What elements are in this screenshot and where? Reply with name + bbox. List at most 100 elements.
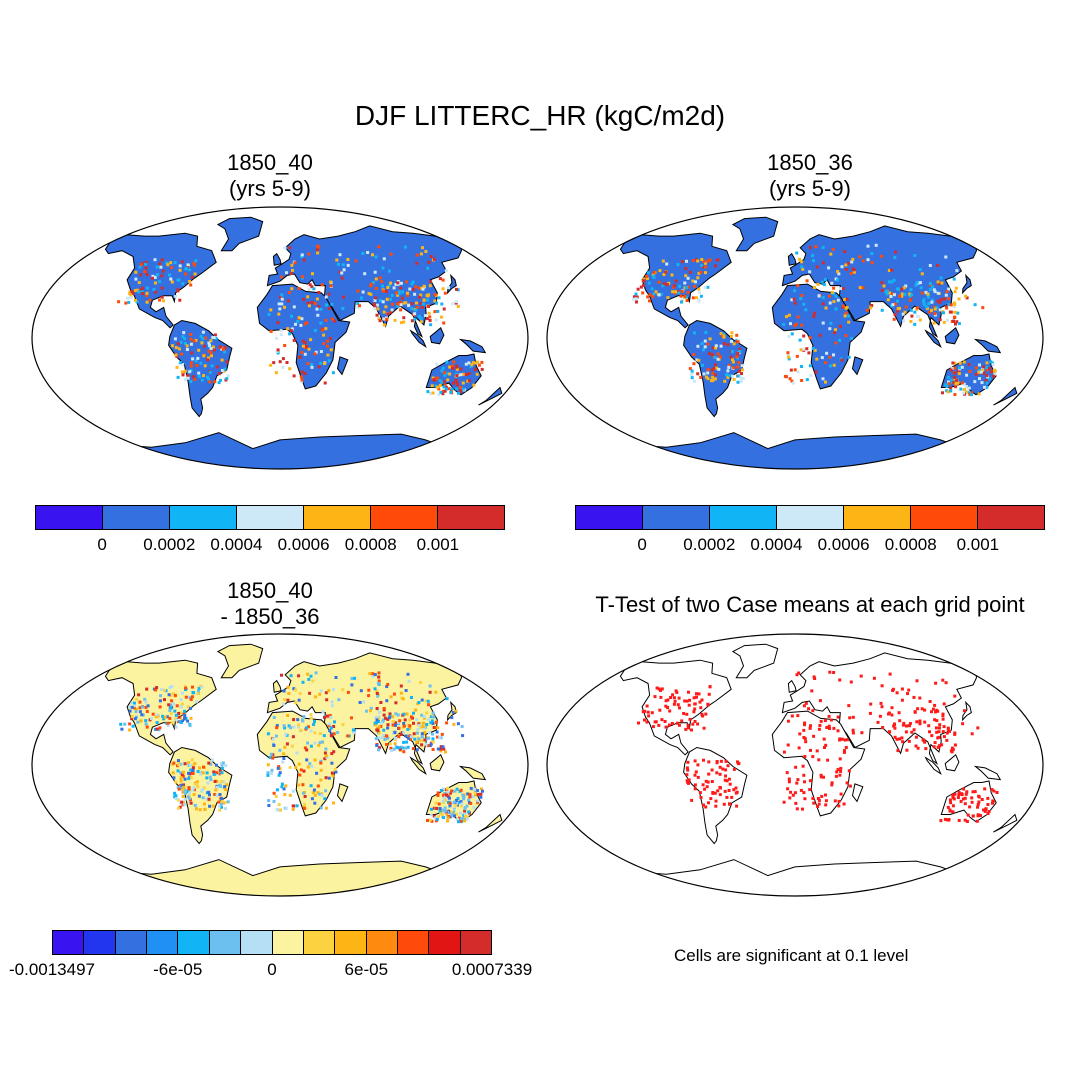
grid-cell [435, 818, 439, 821]
grid-cell [986, 812, 990, 816]
grid-cell [906, 692, 909, 696]
grid-cell [797, 671, 801, 675]
grid-cell [825, 726, 829, 729]
grid-cell [407, 736, 411, 740]
grid-cell [277, 773, 281, 777]
grid-cell [830, 281, 834, 285]
grid-cell [208, 775, 212, 779]
grid-cell [832, 300, 836, 304]
grid-cell [269, 771, 273, 775]
grid-cell [811, 254, 815, 258]
grid-cell [312, 791, 316, 795]
grid-cell [832, 286, 836, 290]
grid-cell [281, 365, 285, 369]
grid-cell [396, 302, 400, 306]
grid-cell [455, 787, 459, 791]
grid-cell [457, 816, 461, 820]
grid-cell [948, 798, 952, 802]
grid-cell [936, 264, 939, 267]
grid-cell [378, 319, 382, 323]
colorbar-tick-label: 0.0006 [277, 535, 330, 554]
grid-cell [888, 730, 892, 734]
grid-cell [420, 713, 424, 717]
grid-cell [887, 291, 891, 295]
grid-cell [399, 303, 403, 307]
grid-cell [288, 793, 292, 797]
grid-cell [202, 374, 205, 378]
grid-cell [191, 685, 194, 689]
grid-cell [693, 759, 697, 763]
grid-cell [715, 771, 719, 775]
grid-cell [176, 278, 180, 282]
grid-cell [221, 761, 225, 765]
grid-cell [207, 377, 210, 381]
grid-cell [131, 291, 135, 295]
grid-cell [717, 367, 721, 371]
grid-cell [296, 718, 300, 722]
grid-cell [442, 747, 446, 751]
grid-cell [415, 740, 419, 744]
grid-cell [880, 684, 884, 688]
grid-cell [947, 303, 951, 307]
grid-cell [718, 785, 722, 789]
grid-cell [469, 364, 473, 368]
grid-cell [915, 720, 919, 724]
grid-cell [285, 361, 289, 364]
landmass-greenland [731, 643, 779, 679]
grid-cell [158, 726, 162, 730]
grid-cell [167, 703, 171, 707]
grid-cell [224, 807, 227, 810]
grid-cell [951, 810, 955, 814]
grid-cell [146, 704, 150, 708]
grid-cell [183, 777, 187, 781]
grid-cell [184, 272, 188, 276]
grid-cell [137, 281, 141, 285]
grid-cell [456, 305, 460, 308]
grid-cell [179, 361, 183, 364]
grid-cell [730, 334, 733, 338]
grid-cell [128, 728, 132, 732]
grid-cell [329, 726, 333, 730]
grid-cell [946, 726, 950, 730]
grid-cell [189, 379, 193, 383]
grid-cell [978, 363, 981, 367]
grid-cell [144, 705, 148, 709]
grid-cell [970, 796, 974, 800]
grid-cell [944, 293, 948, 297]
grid-cell [464, 373, 468, 376]
grid-cell [448, 365, 452, 369]
grid-cell [957, 819, 961, 822]
grid-cell [885, 292, 889, 296]
grid-cell [680, 719, 684, 723]
grid-cell [420, 743, 424, 747]
grid-cell [451, 366, 455, 370]
grid-cell [145, 286, 149, 290]
grid-cell [712, 367, 716, 371]
grid-cell [377, 731, 381, 734]
grid-cell [184, 695, 188, 699]
grid-cell [186, 705, 190, 709]
grid-cell [209, 351, 213, 355]
landmass-southAmerica [683, 746, 748, 845]
grid-cell [386, 736, 390, 740]
grid-cell [812, 734, 816, 738]
grid-cell [432, 726, 436, 729]
grid-cell [893, 726, 897, 730]
grid-cell [138, 710, 142, 714]
grid-cell [711, 379, 715, 383]
grid-cell [180, 352, 184, 356]
grid-cell [376, 727, 380, 731]
grid-cell [309, 713, 313, 717]
grid-cell [297, 723, 301, 727]
colorbar-diff-swatch [335, 931, 367, 954]
panel-title-case1: 1850_40 (yrs 5-9) [227, 150, 313, 201]
grid-cell [930, 300, 934, 304]
grid-cell [306, 725, 310, 729]
grid-cell [283, 793, 287, 796]
grid-cell [183, 337, 187, 341]
grid-cell [904, 730, 908, 734]
grid-cell [462, 816, 466, 820]
grid-cell [303, 803, 307, 807]
grid-cell [441, 787, 445, 791]
grid-cell [808, 779, 812, 783]
